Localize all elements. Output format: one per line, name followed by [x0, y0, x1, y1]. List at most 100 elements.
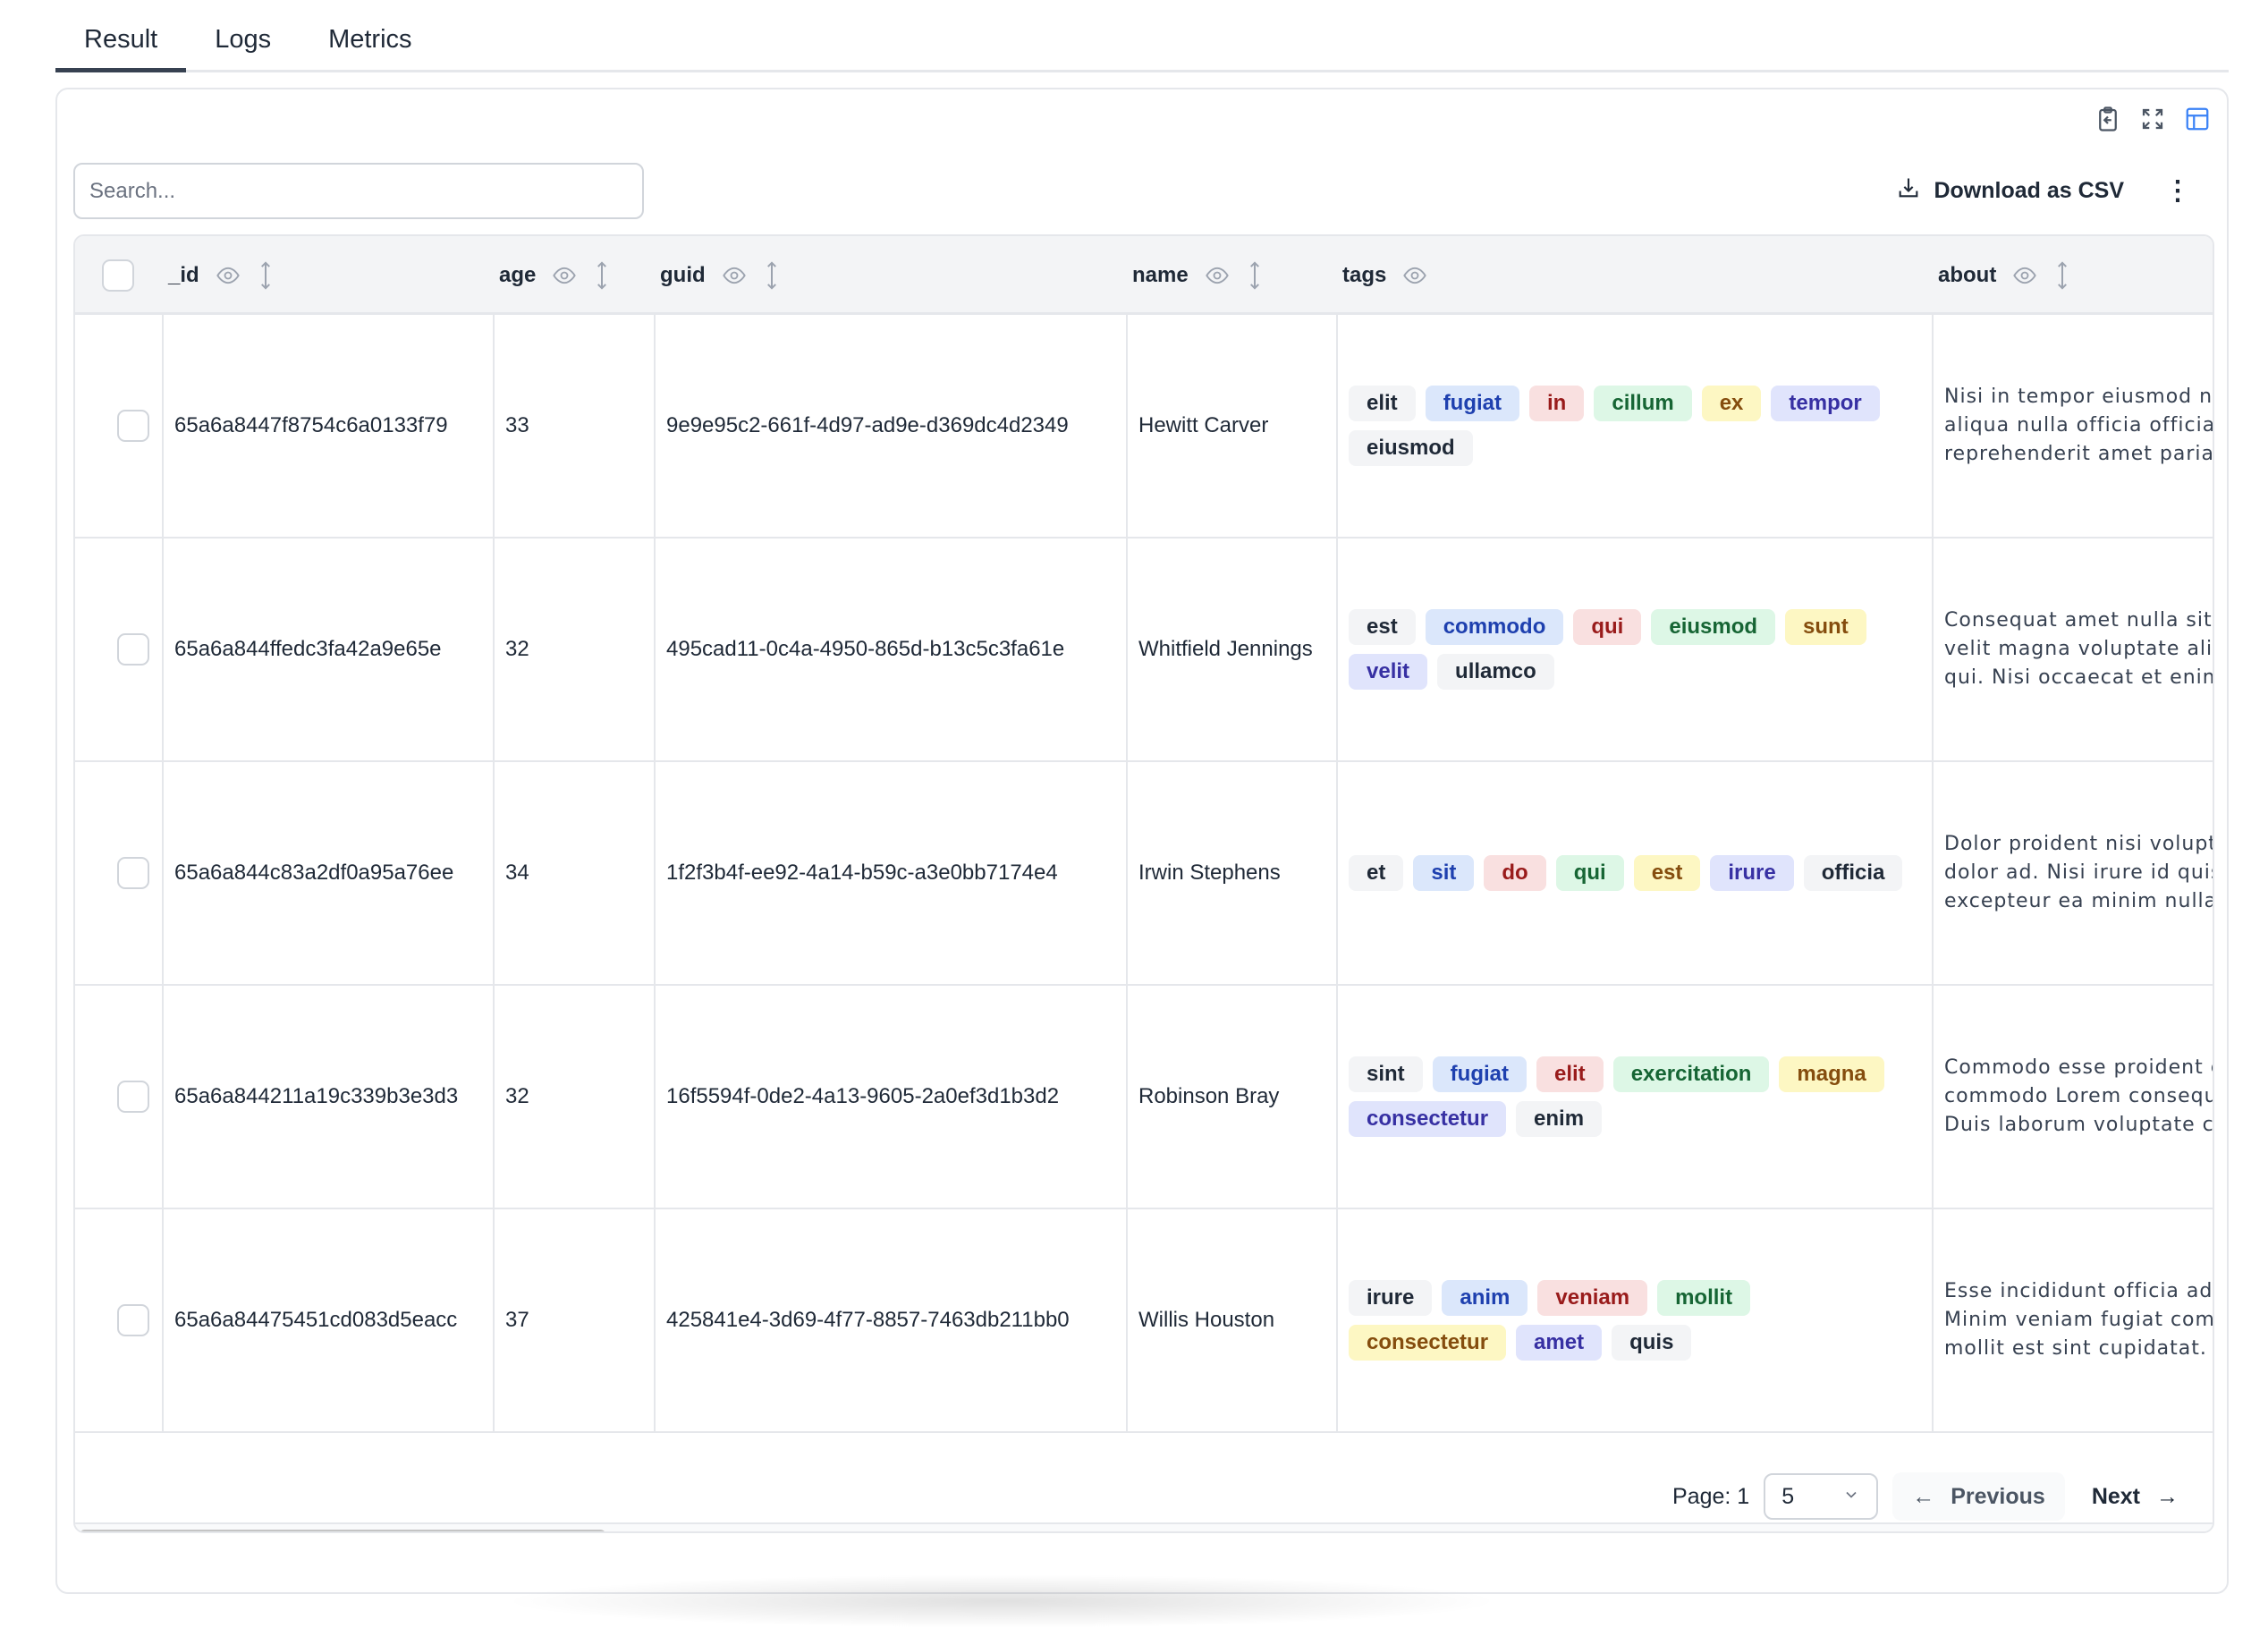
eye-icon[interactable]	[2012, 263, 2037, 288]
download-icon	[1896, 175, 1921, 207]
cell-guid: 1f2f3b4f-ee92-4a14-b59c-a3e0bb7174e4	[654, 762, 1126, 984]
about-line: qui. Nisi occaecat et enim a	[1944, 666, 2214, 689]
cell-id: 65a6a844c83a2df0a95a76ee	[162, 762, 493, 984]
column-header-label: _id	[168, 263, 199, 287]
column-header-label: about	[1938, 263, 1997, 287]
scrollbar-thumb[interactable]	[79, 1530, 606, 1531]
cell-name: Willis Houston	[1126, 1209, 1336, 1431]
sort-icon[interactable]	[2053, 260, 2071, 291]
result-card: Download as CSV ⋮ _id age guid name tags abou…	[55, 88, 2229, 1594]
cell-tags: est commodo qui eiusmod sunt velit ullamco	[1336, 538, 1932, 760]
table-row: 65a6a84475451cd083d5eacc 37 425841e4-3d69-…	[75, 1209, 2213, 1433]
horizontal-scrollbar[interactable]	[75, 1522, 2213, 1531]
next-label: Next	[2091, 1483, 2140, 1509]
page-size-value: 5	[1781, 1483, 1795, 1509]
tab-result[interactable]: Result	[55, 0, 187, 72]
tag-badge: irure	[1349, 1280, 1433, 1316]
cell-age: 34	[493, 762, 654, 984]
table-layout-icon[interactable]	[2184, 106, 2211, 137]
tag-badge: elit	[1536, 1056, 1604, 1092]
eye-icon[interactable]	[722, 263, 747, 288]
eye-icon[interactable]	[1402, 263, 1427, 288]
previous-button[interactable]: ← Previous	[1892, 1472, 2065, 1521]
cell-tags: et sit do qui est irure officia	[1336, 762, 1932, 984]
sort-icon[interactable]	[257, 260, 275, 291]
cell-id: 65a6a84475451cd083d5eacc	[162, 1209, 493, 1431]
column-header-label: name	[1132, 263, 1189, 287]
cell-id: 65a6a844ffedc3fa42a9e65e	[162, 538, 493, 760]
select-all-checkbox[interactable]	[102, 259, 134, 292]
arrow-left-icon: ←	[1912, 1483, 1935, 1509]
cell-age: 32	[493, 538, 654, 760]
about-line: excepteur ea minim nulla u	[1944, 890, 2214, 912]
page-size-select[interactable]: 5	[1764, 1473, 1879, 1520]
expand-icon[interactable]	[2139, 106, 2166, 137]
cell-guid: 495cad11-0c4a-4950-865d-b13c5c3fa61e	[654, 538, 1126, 760]
row-checkbox[interactable]	[117, 410, 149, 442]
tab-metrics[interactable]: Metrics	[328, 25, 412, 54]
previous-label: Previous	[1951, 1483, 2045, 1509]
tag-badge: qui	[1573, 609, 1642, 645]
search-input[interactable]	[73, 163, 644, 219]
row-checkbox[interactable]	[117, 1304, 149, 1336]
table-row: 65a6a844211a19c339b3e3d3 32 16f5594f-0de2-…	[75, 986, 2213, 1209]
tag-badge: amet	[1516, 1325, 1603, 1361]
row-select-cell	[75, 1209, 162, 1431]
column-header-tags[interactable]: tags	[1342, 236, 1427, 315]
download-csv-button[interactable]: Download as CSV	[1896, 175, 2124, 207]
data-table: _id age guid name tags about 65a6a8447f8754c6…	[73, 234, 2214, 1533]
tag-badge: irure	[1710, 855, 1794, 891]
about-text: Esse incididunt officia adip Minim veniam…	[1944, 1277, 2214, 1363]
column-header-guid[interactable]: guid	[660, 236, 781, 315]
about-line: Commodo esse proident ex	[1944, 1056, 2214, 1079]
row-checkbox[interactable]	[117, 1081, 149, 1113]
about-line: mollit est sint cupidatat. De	[1944, 1337, 2214, 1360]
table-row: 65a6a844ffedc3fa42a9e65e 32 495cad11-0c4a-…	[75, 538, 2213, 762]
tag-badge: cillum	[1594, 386, 1692, 421]
tag-badge: veniam	[1537, 1280, 1648, 1316]
tag-badge: eiusmod	[1349, 430, 1473, 466]
tab-logs[interactable]: Logs	[215, 25, 272, 54]
about-text: Consequat amet nulla sit a velit magna vo…	[1944, 606, 2214, 692]
drop-shadow	[501, 1574, 1502, 1628]
cell-name: Robinson Bray	[1126, 986, 1336, 1208]
column-header-id[interactable]: _id	[168, 236, 275, 315]
tag-badge: et	[1349, 855, 1404, 891]
cell-about: Commodo esse proident ex commodo Lorem co…	[1932, 986, 2214, 1208]
tag-badge: do	[1484, 855, 1546, 891]
tag-badge: ullamco	[1437, 654, 1554, 690]
sort-icon[interactable]	[763, 260, 781, 291]
about-line: reprehenderit amet pariatu	[1944, 443, 2214, 465]
column-header-label: age	[499, 263, 537, 287]
tag-badge: consectetur	[1349, 1101, 1507, 1137]
tag-badge: sit	[1413, 855, 1475, 891]
next-button[interactable]: Next →	[2079, 1472, 2191, 1521]
about-line: Minim veniam fugiat comm	[1944, 1309, 2214, 1331]
cell-name: Irwin Stephens	[1126, 762, 1336, 984]
row-checkbox[interactable]	[117, 857, 149, 889]
tag-badge: fugiat	[1432, 1056, 1527, 1092]
tag-badge: qui	[1555, 855, 1624, 891]
clipboard-import-icon[interactable]	[2095, 106, 2121, 137]
tag-badge: velit	[1349, 654, 1428, 690]
row-checkbox[interactable]	[117, 633, 149, 666]
column-header-age[interactable]: age	[499, 236, 611, 315]
cell-guid: 16f5594f-0de2-4a13-9605-2a0ef3d1b3d2	[654, 986, 1126, 1208]
download-label: Download as CSV	[1934, 178, 2124, 203]
sort-icon[interactable]	[593, 260, 611, 291]
more-options-icon[interactable]: ⋮	[2164, 176, 2191, 206]
column-header-about[interactable]: about	[1938, 236, 2071, 315]
column-header-name[interactable]: name	[1132, 236, 1264, 315]
cell-age: 33	[493, 315, 654, 537]
tag-badge: consectetur	[1349, 1325, 1507, 1361]
chevron-down-icon	[1842, 1484, 1860, 1510]
table-header: _id age guid name tags about	[75, 236, 2213, 315]
tag-badge: ex	[1701, 386, 1762, 421]
cell-tags: elit fugiat in cillum ex tempor eiusmod	[1336, 315, 1932, 537]
eye-icon[interactable]	[552, 263, 577, 288]
eye-icon[interactable]	[1205, 263, 1230, 288]
tag-badge: sunt	[1785, 609, 1866, 645]
sort-icon[interactable]	[1246, 260, 1264, 291]
cell-about: Esse incididunt officia adip Minim veniam…	[1932, 1209, 2214, 1431]
eye-icon[interactable]	[216, 263, 241, 288]
